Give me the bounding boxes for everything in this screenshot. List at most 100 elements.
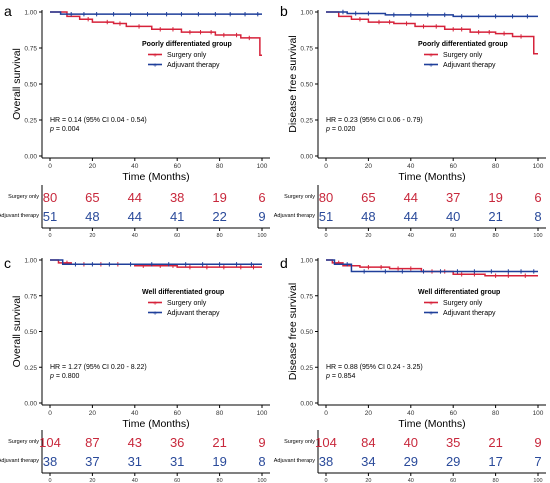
risk-value: 17 — [488, 454, 502, 469]
km-curve-adjuvant — [326, 259, 538, 273]
x-tick-label: 80 — [492, 163, 500, 170]
legend-marker: + — [153, 301, 157, 308]
censor-mark — [472, 269, 477, 274]
legend-marker: + — [429, 63, 433, 70]
risk-value: 38 — [43, 454, 57, 469]
risk-x-tick-label: 20 — [89, 233, 95, 239]
panel-b: b0.000.250.500.751.000 20 40 60 80 100Disease… — [274, 3, 546, 239]
risk-x-tick-label: 100 — [533, 478, 542, 483]
censor-mark — [228, 11, 233, 17]
legend-title: Poorly differentiated group — [418, 41, 508, 48]
p-value: = 0.854 — [330, 373, 356, 380]
censor-mark — [523, 273, 528, 278]
risk-x-tick-label: 20 — [365, 478, 371, 483]
censor-mark — [149, 262, 154, 267]
censor-mark — [221, 264, 227, 270]
censor-mark — [90, 262, 95, 267]
legend-entry: Adjuvant therapy — [167, 310, 220, 317]
censor-mark — [94, 11, 99, 17]
risk-x-tick-label: 60 — [450, 233, 456, 239]
y-axis-label: Overall survival — [11, 48, 23, 120]
y-tick-label: 0.25 — [24, 365, 37, 372]
censor-mark — [242, 11, 248, 17]
censor-mark — [425, 12, 430, 18]
risk-x-tick-label: 80 — [217, 233, 223, 239]
censor-mark — [391, 12, 397, 18]
risk-value: 65 — [361, 190, 375, 205]
x-axis-label: Time (Months) — [122, 418, 189, 430]
km-curve-surgery — [50, 11, 262, 56]
y-tick-label: 0.25 — [24, 118, 37, 125]
legend-title: Poorly differentiated group — [142, 41, 232, 48]
legend-title: Well differentiated group — [418, 289, 500, 296]
risk-x-tick-label: 100 — [533, 233, 542, 239]
censor-mark — [128, 262, 133, 267]
hr-text: HR = 0.88 (95% CI 0.24 - 3.25) — [326, 364, 423, 371]
risk-value: 22 — [212, 209, 226, 224]
censor-mark — [459, 272, 464, 277]
risk-x-tick-label: 40 — [132, 478, 138, 483]
risk-value: 104 — [315, 435, 337, 450]
censor-mark — [234, 32, 239, 38]
risk-value: 36 — [170, 435, 184, 450]
censor-mark — [164, 11, 169, 17]
risk-x-tick-label: 80 — [217, 478, 223, 483]
legend-entry: Adjuvant therapy — [443, 62, 496, 69]
censor-mark — [217, 262, 222, 267]
censor-mark — [85, 17, 91, 22]
legend-title: Well differentiated group — [142, 289, 224, 296]
risk-value: 7 — [534, 454, 541, 469]
risk-value: 38 — [319, 454, 333, 469]
y-tick-label: 0.75 — [300, 46, 313, 53]
risk-value: 40 — [446, 209, 460, 224]
risk-value: 43 — [128, 435, 142, 450]
y-axis-label: Disease free survival — [287, 35, 299, 132]
risk-x-tick-label: 100 — [257, 233, 266, 239]
censor-mark — [459, 27, 464, 32]
p-value: = 0.020 — [330, 126, 356, 133]
legend-entry: Adjuvant therapy — [443, 310, 496, 317]
risk-row-label: Adjuvant therapy — [274, 213, 316, 219]
x-tick-label: 100 — [533, 163, 544, 170]
censor-mark — [442, 12, 447, 18]
censor-mark — [107, 262, 112, 267]
x-tick-label: 100 — [533, 410, 544, 417]
risk-value: 44 — [128, 190, 142, 205]
risk-row-label: Surgery only — [8, 439, 39, 445]
risk-value: 40 — [404, 435, 418, 450]
censor-mark — [476, 29, 481, 35]
hr-text: HR = 1.27 (95% CI 0.20 - 8.22) — [50, 364, 147, 371]
x-tick-label: 0 — [324, 163, 328, 170]
censor-mark — [249, 262, 254, 267]
risk-x-tick-label: 80 — [493, 233, 499, 239]
y-tick-label: 0.00 — [300, 401, 313, 408]
risk-x-tick-label: 60 — [174, 478, 180, 483]
censor-mark — [361, 269, 367, 274]
risk-value: 34 — [361, 454, 375, 469]
censor-mark — [531, 269, 536, 274]
panel-label: d — [280, 255, 288, 271]
risk-value: 6 — [258, 190, 265, 205]
y-tick-label: 0.50 — [24, 82, 37, 89]
censor-mark — [525, 14, 530, 19]
y-tick-label: 0.75 — [24, 293, 37, 300]
risk-x-tick-label: 40 — [408, 233, 414, 239]
x-tick-label: 20 — [89, 163, 97, 170]
x-tick-label: 20 — [365, 410, 373, 417]
risk-x-tick-label: 40 — [132, 233, 138, 239]
risk-x-tick-label: 0 — [48, 478, 51, 483]
x-axis-label: Time (Months) — [398, 171, 465, 183]
y-tick-label: 0.50 — [300, 329, 313, 336]
risk-x-tick-label: 60 — [174, 233, 180, 239]
p-value-text: p = 0.004 — [49, 126, 80, 133]
x-tick-label: 80 — [216, 163, 224, 170]
panel-label: b — [280, 3, 288, 19]
censor-mark — [145, 11, 150, 17]
hr-text: HR = 0.23 (95% CI 0.06 - 0.79) — [326, 117, 423, 124]
censor-mark — [238, 264, 243, 270]
legend-marker: + — [429, 301, 433, 308]
panel-c: c0.000.250.500.751.000 20 40 60 80 100Overall… — [0, 255, 270, 483]
risk-value: 87 — [85, 435, 99, 450]
panel-d: d 0.00 0.25 0.50 0.75 1.00 0 20 40 60 80 100 Disease… — [274, 255, 546, 483]
